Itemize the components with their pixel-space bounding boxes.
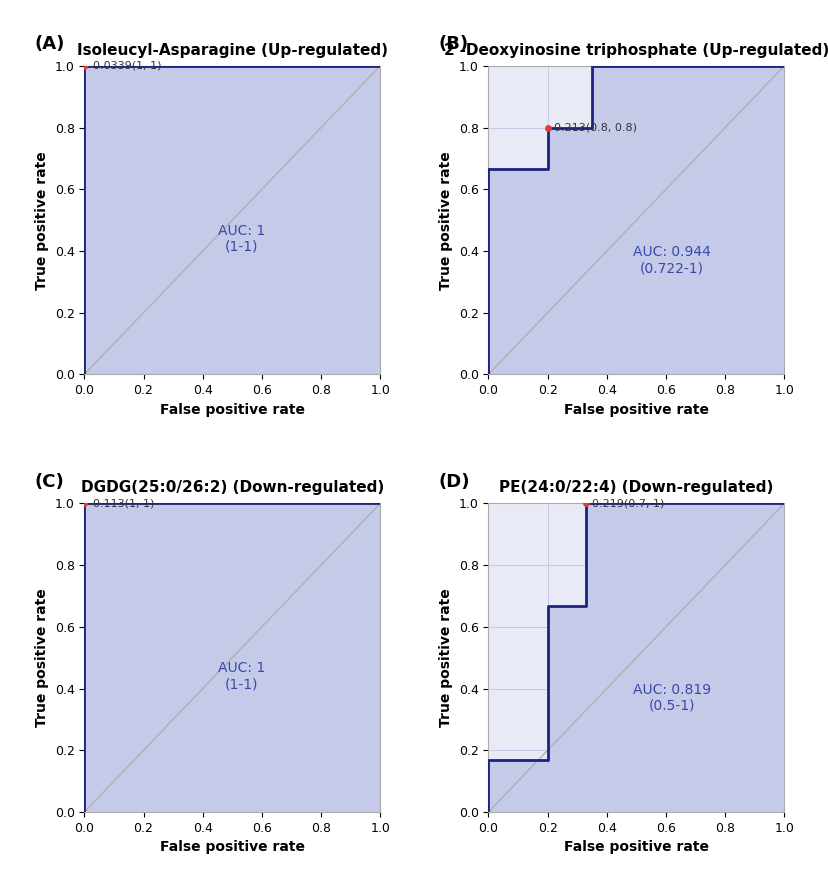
- Polygon shape: [488, 503, 783, 812]
- Title: Isoleucyl-Asparagine (Up-regulated): Isoleucyl-Asparagine (Up-regulated): [77, 43, 388, 58]
- Point: [78, 59, 91, 73]
- Text: -0.0339(1, 1): -0.0339(1, 1): [89, 60, 161, 71]
- Point: [78, 496, 91, 510]
- Y-axis label: True positive rate: True positive rate: [439, 589, 453, 727]
- Y-axis label: True positive rate: True positive rate: [439, 151, 453, 290]
- Polygon shape: [84, 66, 380, 374]
- Point: [579, 496, 592, 510]
- Text: (C): (C): [34, 473, 64, 491]
- Title: PE(24:0/22:4) (Down-regulated): PE(24:0/22:4) (Down-regulated): [498, 480, 773, 495]
- X-axis label: False positive rate: False positive rate: [563, 403, 708, 417]
- Text: (B): (B): [438, 35, 468, 53]
- Text: AUC: 1
(1-1): AUC: 1 (1-1): [217, 661, 264, 692]
- X-axis label: False positive rate: False positive rate: [160, 840, 305, 854]
- X-axis label: False positive rate: False positive rate: [563, 840, 708, 854]
- Polygon shape: [84, 503, 380, 812]
- Text: (D): (D): [438, 473, 469, 491]
- Text: 0.213(0.8, 0.8): 0.213(0.8, 0.8): [553, 123, 636, 132]
- Polygon shape: [488, 66, 783, 374]
- Title: DGDG(25:0/26:2) (Down-regulated): DGDG(25:0/26:2) (Down-regulated): [80, 480, 383, 495]
- X-axis label: False positive rate: False positive rate: [160, 403, 305, 417]
- Text: 0.219(0.7, 1): 0.219(0.7, 1): [591, 499, 663, 509]
- Point: [541, 120, 554, 134]
- Title: 2'-Deoxyinosine triphosphate (Up-regulated): 2'-Deoxyinosine triphosphate (Up-regulat…: [443, 43, 828, 58]
- Text: AUC: 0.819
(0.5-1): AUC: 0.819 (0.5-1): [632, 683, 710, 713]
- Text: AUC: 1
(1-1): AUC: 1 (1-1): [217, 223, 264, 253]
- Y-axis label: True positive rate: True positive rate: [35, 151, 49, 290]
- Y-axis label: True positive rate: True positive rate: [35, 589, 49, 727]
- Text: AUC: 0.944
(0.722-1): AUC: 0.944 (0.722-1): [633, 245, 710, 276]
- Text: -0.113(1, 1): -0.113(1, 1): [89, 499, 154, 509]
- Text: (A): (A): [34, 35, 65, 53]
